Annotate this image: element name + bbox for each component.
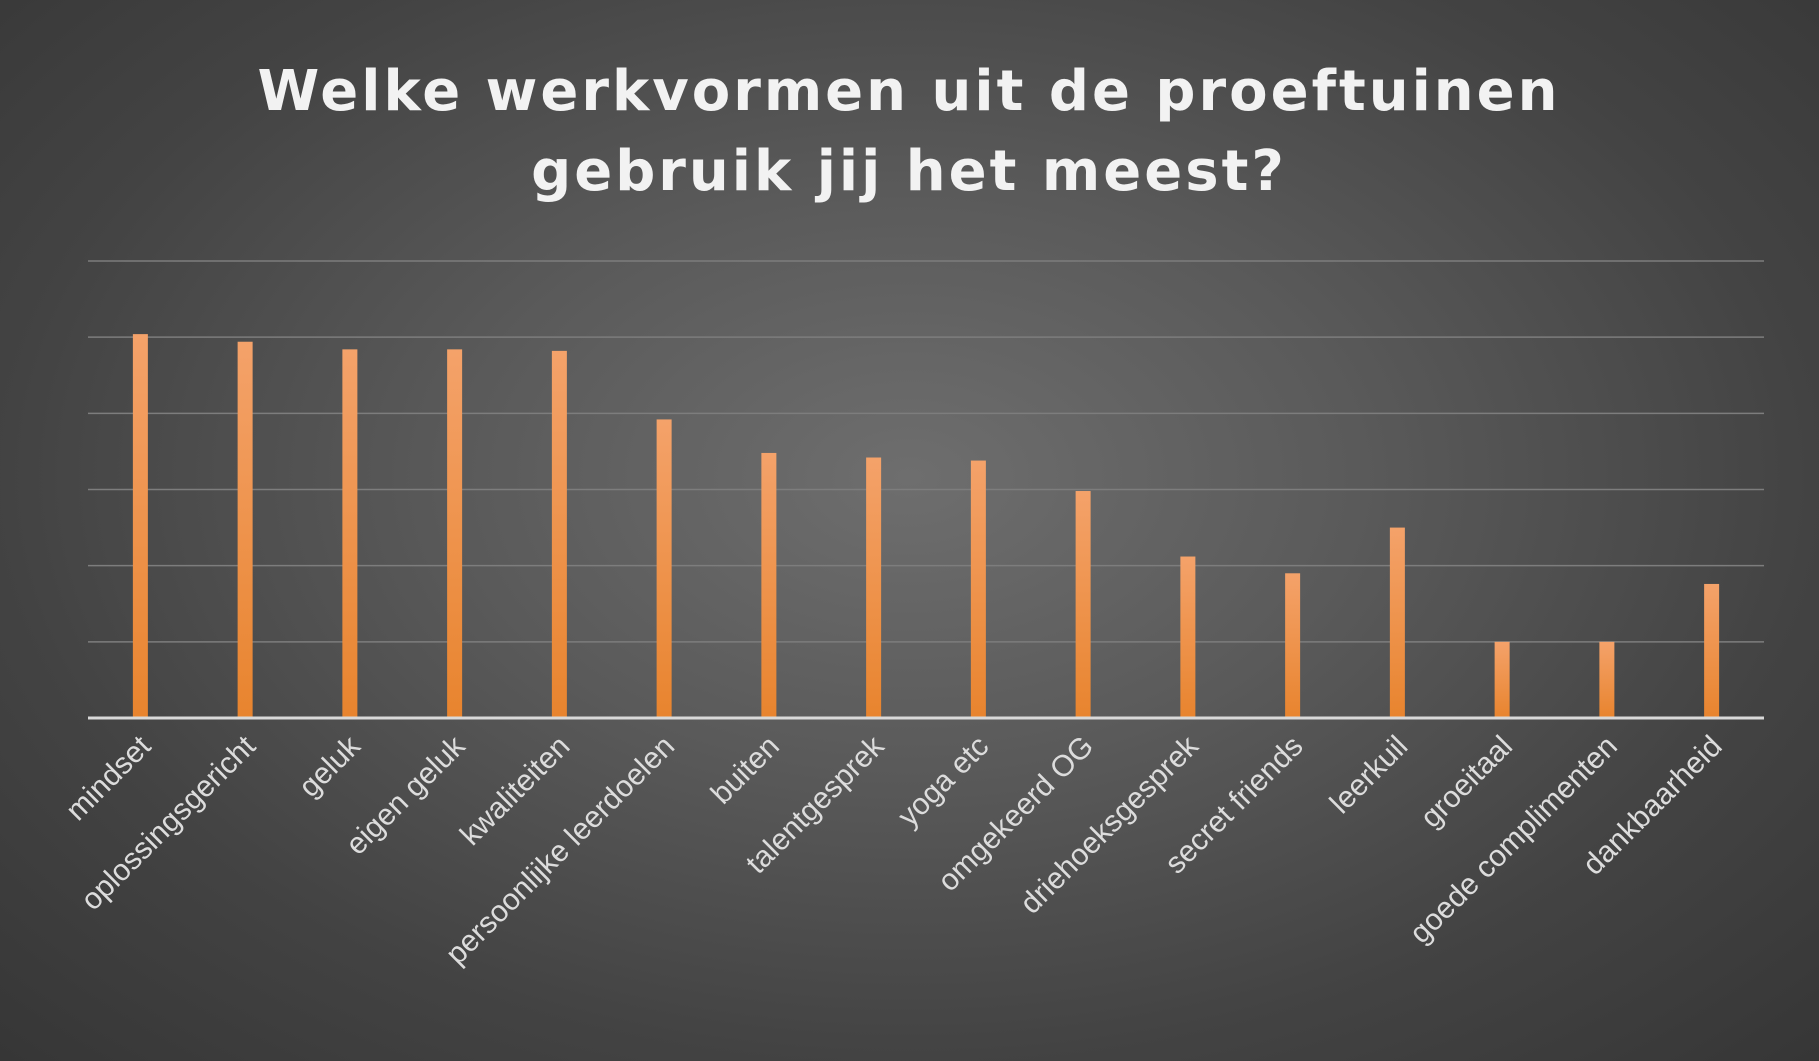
x-tick-label: geluk: [293, 729, 368, 804]
x-tick-label: mindset: [60, 729, 158, 827]
bar-leerkuil: [1389, 527, 1405, 718]
bars: [132, 334, 1720, 718]
x-tick-label: groeitaal: [1414, 730, 1519, 835]
bar-mindset: [132, 334, 148, 718]
bar-oplossingsgericht: [237, 341, 253, 718]
x-tick-label: leerkuil: [1324, 730, 1415, 821]
bar-driehoeksgesprek: [1180, 556, 1196, 718]
chart-title-line-1: Welke werkvormen uit de proeftuinen: [258, 59, 1561, 124]
bar-omgekeerd-og: [1075, 491, 1091, 718]
bar-eigen-geluk: [447, 349, 463, 718]
gridlines: [88, 260, 1764, 643]
x-tick-label: buiten: [705, 730, 786, 811]
chart-title-line-2: gebruik jij het meest?: [531, 139, 1287, 204]
bar-buiten: [761, 452, 777, 718]
x-tick-label: goede complimenten: [1404, 730, 1624, 950]
bar-secret-friends: [1285, 573, 1301, 718]
bar-kwaliteiten: [551, 350, 567, 718]
bar-dankbaarheid: [1704, 583, 1720, 718]
bar-groeitaal: [1494, 641, 1510, 718]
bar-talentgesprek: [866, 457, 882, 718]
bar-yoga-etc: [970, 460, 986, 718]
x-tick-label: yoga etc: [892, 730, 996, 834]
bar-persoonlijke-leerdoelen: [656, 419, 672, 718]
bar-geluk: [342, 349, 358, 718]
x-tick-label: oplossingsgericht: [75, 729, 263, 917]
x-tick-label: driehoeksgesprek: [1014, 729, 1205, 920]
bar-goede-complimenten: [1599, 641, 1615, 718]
